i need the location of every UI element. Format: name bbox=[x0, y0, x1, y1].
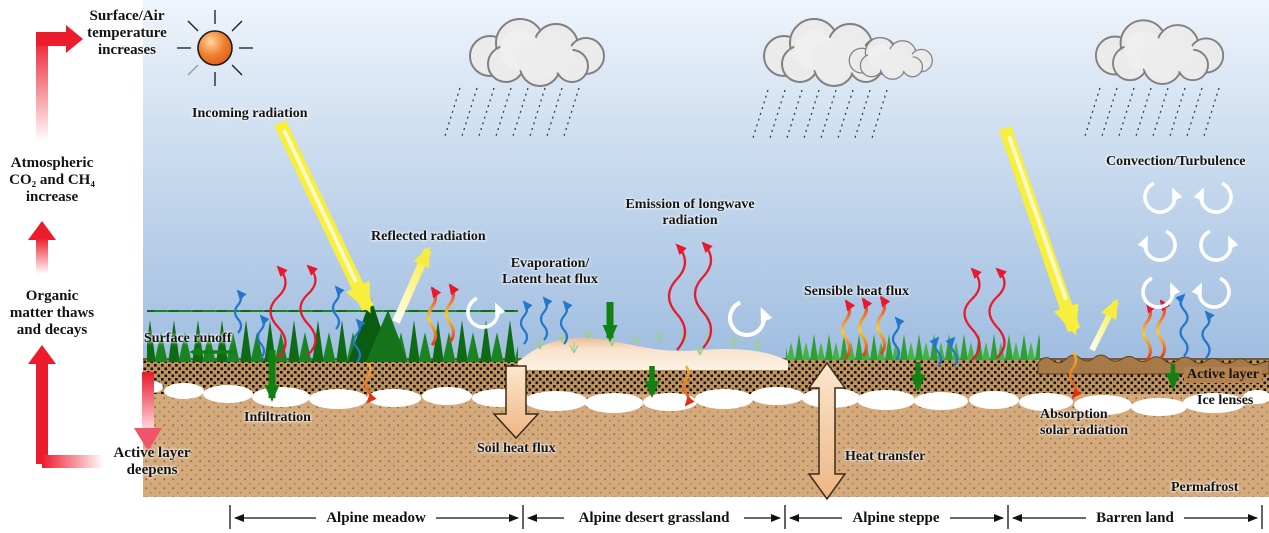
label-atmospheric-co2-ch4: Atmospheric CO₂ and CH₄ increase bbox=[9, 155, 95, 205]
zone-label-alpine-meadow: Alpine meadow bbox=[326, 510, 426, 526]
label-active-layer: Active layer bbox=[1184, 367, 1262, 383]
sensible-heat-arrows bbox=[427, 283, 1171, 361]
reflected-radiation-arrow-barren bbox=[1089, 298, 1119, 352]
zone-label-alpine-steppe: Alpine steppe bbox=[852, 510, 940, 526]
desert-mound bbox=[518, 327, 788, 370]
label-heat-transfer: Heat transfer bbox=[845, 449, 926, 464]
label-sensible-heat: Sensible heat flux bbox=[804, 284, 910, 299]
label-active-layer-deepens: Active layer deepens bbox=[113, 445, 191, 478]
red-cycle-arrow-icon bbox=[28, 25, 104, 468]
absorption-arrows bbox=[364, 351, 1082, 407]
label-convection-turbulence: Convection/Turbulence bbox=[1106, 154, 1246, 169]
reflected-radiation-arrow bbox=[392, 246, 432, 324]
label-absorption-solar: Absorption solar radiation bbox=[1040, 407, 1129, 438]
label-evaporation-latent: Evaporation/ Latent heat flux bbox=[502, 256, 598, 287]
label-permafrost: Permafrost bbox=[1171, 480, 1239, 495]
soil-heat-flux-arrow bbox=[492, 365, 540, 440]
longwave-emission-arrows bbox=[269, 241, 1007, 361]
active-layer-deepens-arrow bbox=[134, 372, 162, 451]
radiation-beams bbox=[274, 120, 1119, 352]
zone-label-alpine-desert-grassland: Alpine desert grassland bbox=[578, 510, 730, 526]
heat-transfer-arrow bbox=[807, 361, 847, 501]
ice-lenses bbox=[141, 381, 1269, 416]
label-surface-runoff: Surface runoff bbox=[144, 331, 232, 346]
label-organic-matter: Organic matter thaws and decays bbox=[9, 288, 95, 338]
label-infiltration: Infiltration bbox=[244, 410, 311, 425]
label-incoming-radiation: Incoming radiation bbox=[192, 106, 308, 121]
zone-axis bbox=[229, 505, 1263, 529]
label-surface-air-temperature: Surface/Air temperature increases bbox=[87, 8, 167, 58]
evaporation-arrows bbox=[233, 285, 1215, 367]
water-flux-arrows bbox=[189, 302, 1181, 402]
steppe-grass bbox=[786, 333, 1040, 363]
label-reflected-radiation: Reflected radiation bbox=[371, 229, 486, 244]
sky-background bbox=[143, 0, 1269, 364]
zone-label-barren-land: Barren land bbox=[1096, 510, 1174, 526]
label-ice-lenses: Ice lenses bbox=[1197, 393, 1254, 408]
label-emission-longwave: Emission of longwave radiation bbox=[625, 197, 755, 228]
sun-icon bbox=[177, 10, 253, 86]
label-soil-heat-flux: Soil heat flux bbox=[477, 441, 556, 456]
